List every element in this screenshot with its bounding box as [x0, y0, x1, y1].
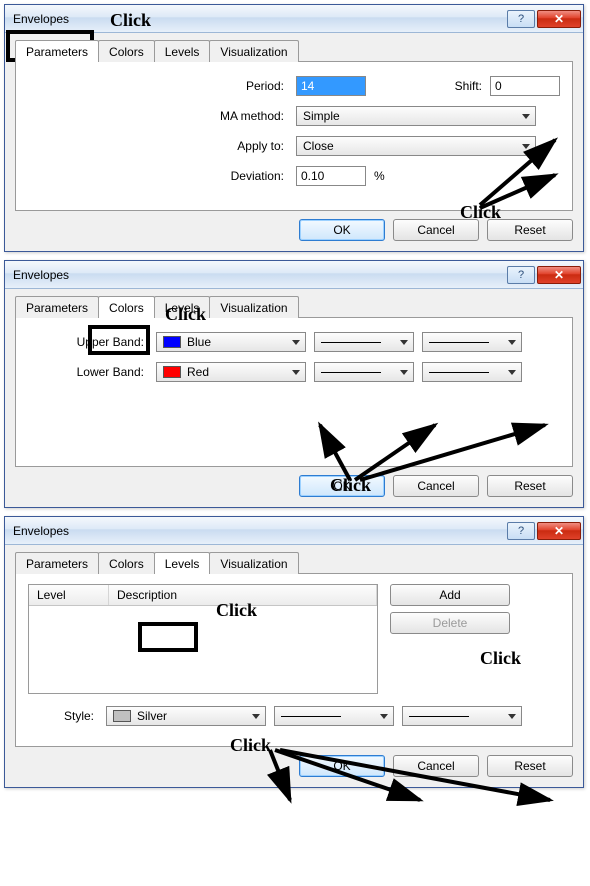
tab-levels[interactable]: Levels — [154, 40, 211, 62]
apply-to-combo[interactable]: Close — [296, 136, 536, 156]
tab-strip: Parameters Colors Levels Visualization — [15, 296, 573, 318]
dialog-colors: Envelopes ? ✕ Parameters Colors Levels V… — [4, 260, 584, 508]
line-sample-icon — [429, 372, 489, 373]
ok-button[interactable]: OK — [299, 755, 385, 777]
titlebar[interactable]: Envelopes ? ✕ — [5, 517, 583, 545]
tab-visualization[interactable]: Visualization — [209, 40, 298, 62]
style-style-combo[interactable] — [402, 706, 522, 726]
tab-colors[interactable]: Colors — [98, 296, 155, 318]
button-row: OK Cancel Reset — [15, 219, 573, 241]
style-label: Style: — [28, 709, 98, 723]
titlebar[interactable]: Envelopes ? ✕ — [5, 261, 583, 289]
lower-color-combo[interactable]: Red — [156, 362, 306, 382]
help-button[interactable]: ? — [507, 10, 535, 28]
tab-visualization[interactable]: Visualization — [209, 552, 298, 574]
style-color-combo[interactable]: Silver — [106, 706, 266, 726]
cancel-button[interactable]: Cancel — [393, 755, 479, 777]
titlebar[interactable]: Envelopes ? ✕ — [5, 5, 583, 33]
tab-levels[interactable]: Levels — [154, 552, 211, 574]
tab-visualization[interactable]: Visualization — [209, 296, 298, 318]
tab-strip: Parameters Colors Levels Visualization — [15, 40, 573, 62]
apply-to-label: Apply to: — [28, 139, 288, 153]
line-sample-icon — [429, 342, 489, 343]
lower-style-combo[interactable] — [422, 362, 522, 382]
ma-method-label: MA method: — [28, 109, 288, 123]
levels-listbox[interactable]: Level Description — [28, 584, 378, 694]
ok-button[interactable]: OK — [299, 475, 385, 497]
tab-panel: Level Description Add Delete Style: Silv… — [15, 573, 573, 747]
help-button[interactable]: ? — [507, 266, 535, 284]
lower-swatch — [163, 366, 181, 378]
dialog-body: Parameters Colors Levels Visualization U… — [5, 289, 583, 507]
line-sample-icon — [321, 342, 381, 343]
line-sample-icon — [281, 716, 341, 717]
window-title: Envelopes — [13, 268, 505, 282]
delete-button[interactable]: Delete — [390, 612, 510, 634]
style-swatch — [113, 710, 131, 722]
tab-levels[interactable]: Levels — [154, 296, 211, 318]
reset-button[interactable]: Reset — [487, 755, 573, 777]
window-title: Envelopes — [13, 524, 505, 538]
tab-parameters[interactable]: Parameters — [15, 40, 99, 62]
button-row: OK Cancel Reset — [15, 475, 573, 497]
ma-method-combo[interactable]: Simple — [296, 106, 536, 126]
period-input[interactable] — [296, 76, 366, 96]
shift-label: Shift: — [455, 79, 482, 93]
lower-width-combo[interactable] — [314, 362, 414, 382]
upper-color-combo[interactable]: Blue — [156, 332, 306, 352]
upper-width-combo[interactable] — [314, 332, 414, 352]
help-button[interactable]: ? — [507, 522, 535, 540]
cancel-button[interactable]: Cancel — [393, 219, 479, 241]
upper-style-combo[interactable] — [422, 332, 522, 352]
reset-button[interactable]: Reset — [487, 219, 573, 241]
deviation-suffix: % — [374, 169, 385, 183]
dialog-parameters: Envelopes ? ✕ Parameters Colors Levels V… — [4, 4, 584, 252]
cancel-button[interactable]: Cancel — [393, 475, 479, 497]
ok-button[interactable]: OK — [299, 219, 385, 241]
deviation-input[interactable] — [296, 166, 366, 186]
upper-band-label: Upper Band: — [28, 335, 148, 349]
tab-parameters[interactable]: Parameters — [15, 296, 99, 318]
lower-band-label: Lower Band: — [28, 365, 148, 379]
tab-parameters[interactable]: Parameters — [15, 552, 99, 574]
tab-panel: Period: Shift: MA method: Simple Apply t… — [15, 61, 573, 211]
dialog-body: Parameters Colors Levels Visualization P… — [5, 33, 583, 251]
add-button[interactable]: Add — [390, 584, 510, 606]
reset-button[interactable]: Reset — [487, 475, 573, 497]
button-row: OK Cancel Reset — [15, 755, 573, 777]
description-column[interactable]: Description — [109, 585, 377, 605]
close-button[interactable]: ✕ — [537, 10, 581, 28]
style-width-combo[interactable] — [274, 706, 394, 726]
deviation-label: Deviation: — [28, 169, 288, 183]
tab-panel: Upper Band: Blue Lower Band: Red — [15, 317, 573, 467]
list-header: Level Description — [29, 585, 377, 606]
line-sample-icon — [409, 716, 469, 717]
close-button[interactable]: ✕ — [537, 522, 581, 540]
line-sample-icon — [321, 372, 381, 373]
dialog-levels: Envelopes ? ✕ Parameters Colors Levels V… — [4, 516, 584, 788]
period-label: Period: — [28, 79, 288, 93]
tab-colors[interactable]: Colors — [98, 552, 155, 574]
tab-strip: Parameters Colors Levels Visualization — [15, 552, 573, 574]
dialog-body: Parameters Colors Levels Visualization L… — [5, 545, 583, 787]
close-button[interactable]: ✕ — [537, 266, 581, 284]
shift-input[interactable] — [490, 76, 560, 96]
window-title: Envelopes — [13, 12, 505, 26]
upper-swatch — [163, 336, 181, 348]
level-column[interactable]: Level — [29, 585, 109, 605]
tab-colors[interactable]: Colors — [98, 40, 155, 62]
